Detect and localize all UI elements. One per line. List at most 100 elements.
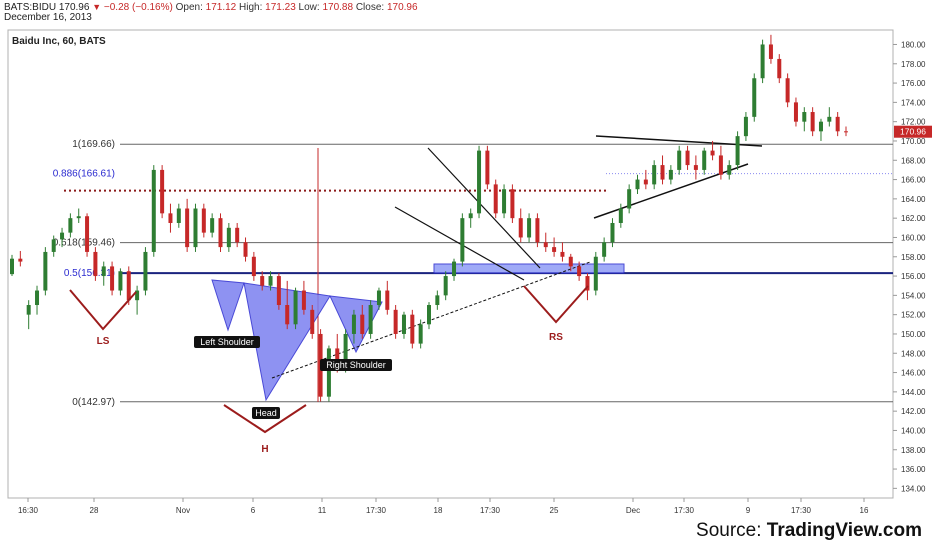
y-tick-label: 142.00: [901, 407, 926, 416]
candle-body: [10, 258, 14, 275]
fib-level-label: 0.886(166.61): [53, 169, 115, 180]
y-tick-label: 136.00: [901, 465, 926, 474]
candle-body: [535, 218, 540, 243]
candle-body: [460, 218, 465, 262]
candle-body: [60, 232, 65, 240]
candle-body: [151, 169, 156, 252]
candle-body: [427, 305, 431, 325]
candle-body: [593, 256, 598, 291]
candle-body: [160, 169, 165, 214]
candle-body: [168, 213, 173, 223]
candle-body: [185, 208, 190, 248]
candle-body: [685, 150, 690, 166]
candle-body: [18, 258, 23, 262]
candle-body: [243, 242, 248, 257]
neckline-zone: [433, 263, 625, 274]
y-tick-label: 174.00: [901, 98, 926, 107]
candle-body: [777, 58, 782, 79]
candle-body: [485, 150, 490, 185]
x-tick-label: 16:30: [18, 506, 39, 515]
candle-body: [293, 290, 298, 325]
fib-level-label: 0.618(159.46): [53, 238, 115, 249]
y-tick-label: 164.00: [901, 195, 926, 204]
candle-body: [702, 150, 707, 170]
x-tick-label: 9: [746, 506, 751, 515]
candle-body: [401, 314, 406, 334]
chart-title: Baidu Inc, 60, BATS: [12, 36, 106, 47]
price-header: BATS:BIDU 170.96 ▼ −0.28 (−0.16%) Open: …: [4, 2, 418, 13]
candle-body: [368, 305, 373, 334]
rs-marker: [523, 285, 589, 324]
trend-line: [427, 147, 541, 269]
candle-body: [577, 266, 582, 277]
candle-body: [418, 324, 423, 344]
ls-label: LS: [97, 336, 110, 347]
y-tick-label: 170.00: [901, 137, 926, 146]
candle-body: [618, 208, 623, 223]
candle-body: [610, 222, 615, 243]
candle-body: [218, 218, 223, 248]
candle-body: [85, 216, 90, 252]
candle-body: [793, 102, 798, 122]
candle-body: [68, 218, 73, 233]
candle-body: [552, 247, 557, 252]
candle-body: [835, 116, 840, 132]
candle-body: [493, 184, 498, 214]
y-tick-label: 138.00: [901, 446, 926, 455]
candle-body: [35, 290, 40, 306]
source-brand: TradingView.com: [766, 520, 922, 541]
candle-body: [143, 251, 148, 291]
candle-body: [527, 218, 532, 238]
candle-body: [718, 155, 723, 175]
candle-body: [802, 112, 807, 122]
candle-body: [135, 290, 140, 301]
candle-body: [568, 256, 573, 267]
candle-body: [235, 227, 240, 243]
change-value: −0.28 (−0.16%): [103, 2, 173, 13]
candle-body: [652, 165, 657, 185]
ls-marker: [69, 289, 137, 331]
y-tick-label: 134.00: [901, 484, 926, 493]
candle-body: [301, 290, 306, 310]
candle-body: [518, 218, 523, 238]
candle-body: [602, 242, 607, 257]
y-tick-label: 154.00: [901, 291, 926, 300]
candle-body: [118, 271, 123, 291]
low-value: 170.88: [322, 2, 354, 13]
y-tick-label: 146.00: [901, 369, 926, 378]
last-price-tag: [894, 125, 932, 138]
right-shoulder-label-box: [320, 359, 392, 371]
x-tick-label: 16: [860, 506, 869, 515]
candle-body: [326, 348, 331, 397]
head-label-box: [252, 407, 280, 419]
candle-body: [210, 218, 215, 233]
close-value: 170.96: [386, 2, 418, 13]
x-tick-label: 17:30: [480, 506, 501, 515]
h-label: H: [261, 444, 268, 455]
candle-body: [643, 179, 648, 185]
fib-level-label: 0(142.97): [72, 397, 115, 408]
candle-body: [844, 131, 848, 133]
y-tick-label: 150.00: [901, 330, 926, 339]
rs-label: RS: [549, 332, 563, 343]
candle-body: [510, 189, 515, 219]
open-value: 171.12: [205, 2, 237, 13]
y-tick-label: 172.00: [901, 118, 926, 127]
candle-body: [543, 242, 548, 248]
x-tick-label: 25: [550, 506, 559, 515]
candle-body: [93, 251, 98, 277]
candle-body: [635, 179, 640, 190]
close-label: Close:: [355, 2, 385, 13]
candle-body: [126, 271, 131, 301]
candle-body: [285, 305, 290, 325]
y-tick-label: 166.00: [901, 176, 926, 185]
candle-body: [477, 150, 482, 214]
left-shoulder-shape: [211, 279, 245, 332]
fib-level-label: 0.5(156.31): [64, 268, 115, 279]
candle-body: [201, 208, 206, 233]
candle-body: [376, 290, 381, 306]
triangle-upper-line: [595, 135, 763, 147]
candle-body: [385, 290, 390, 310]
x-tick-label: 28: [90, 506, 99, 515]
